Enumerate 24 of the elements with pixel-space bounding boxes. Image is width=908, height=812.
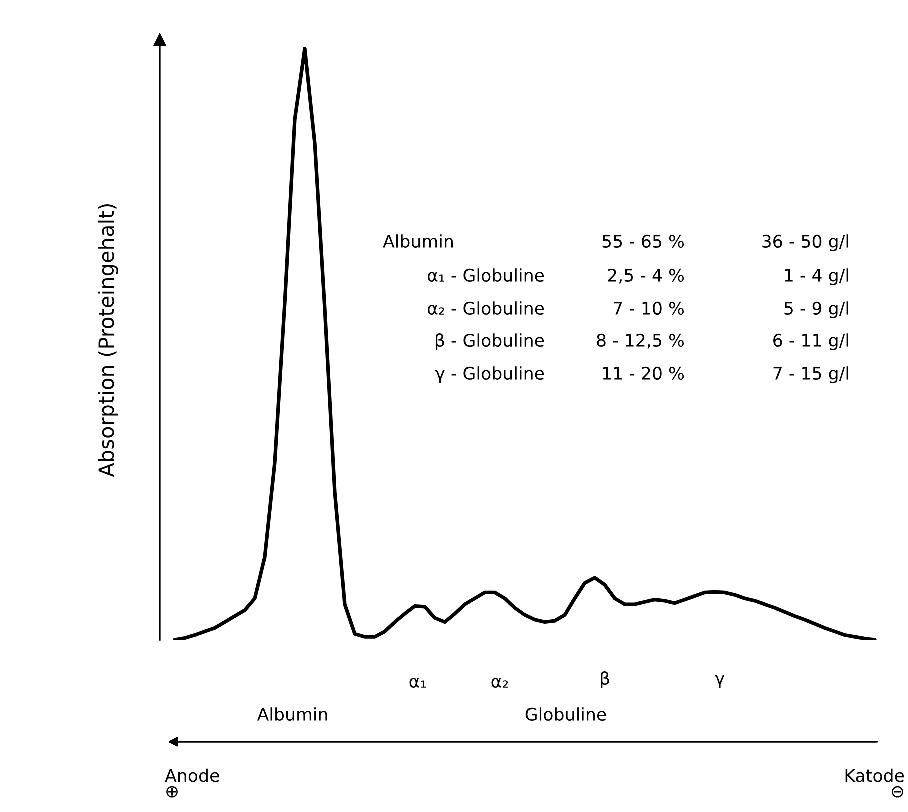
text: α₁: [410, 678, 426, 688]
annotation: 11 - 20 %: [603, 366, 684, 380]
annotation: Albumin: [383, 234, 453, 248]
annotation: γ - Globuline: [435, 366, 544, 384]
text: Katode ⊖: [846, 768, 904, 798]
annotation: 7 - 10 %: [614, 302, 684, 316]
annotation: 36 - 50 g/l: [762, 234, 848, 252]
annotation: α₁ - Globuline: [428, 268, 544, 282]
text: γ: [715, 675, 725, 688]
annotation: 5 - 9 g/l: [784, 302, 848, 318]
text: Globuline: [526, 708, 606, 722]
text: Anode ⊕: [165, 768, 220, 798]
annotation: 8 - 12,5 %: [597, 334, 684, 349]
y-axis-title: Absorption (Proteingehalt): [98, 204, 118, 478]
annotation: 7 - 15 g/l: [774, 366, 848, 384]
text: Albumin: [257, 708, 328, 722]
annotation: 2,5 - 4 %: [608, 268, 684, 284]
text: β: [601, 672, 610, 688]
annotation: 1 - 4 g/l: [785, 268, 848, 286]
annotation: α₂ - Globuline: [428, 302, 544, 316]
annotation: 6 - 11 g/l: [774, 334, 848, 350]
annotation: 55 - 65 %: [602, 234, 684, 248]
text: α₂: [492, 678, 508, 688]
annotation: β - Globuline: [436, 334, 544, 350]
